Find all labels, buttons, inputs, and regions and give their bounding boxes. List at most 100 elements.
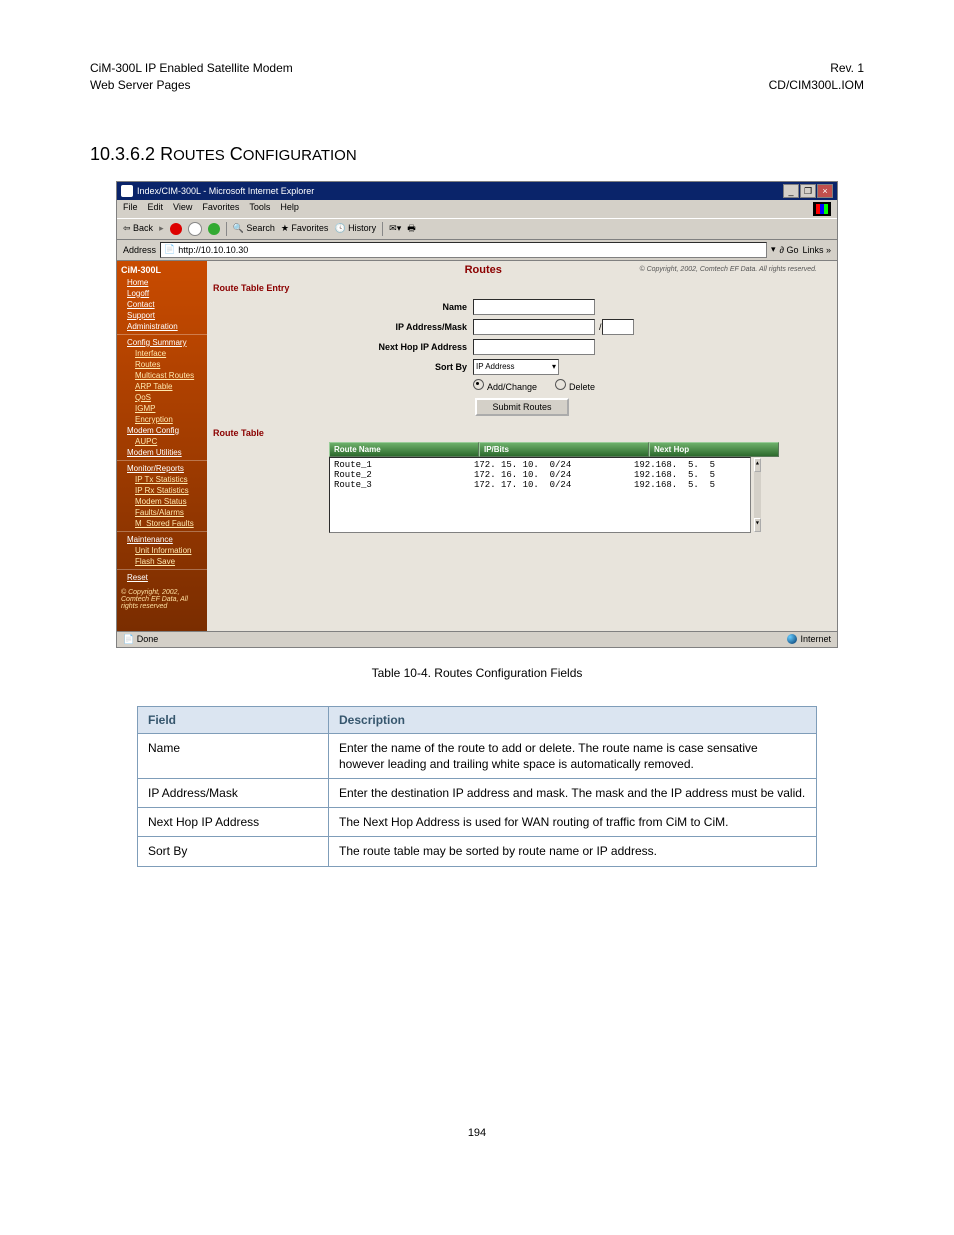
address-value: http://10.10.10.30 (178, 245, 248, 255)
sortby-label: Sort By (207, 362, 473, 372)
sidebar-item-administration[interactable]: Administration (117, 321, 207, 332)
nexthop-input[interactable] (473, 339, 595, 355)
print-button[interactable]: 🖶 (407, 221, 416, 237)
col-ip-bits: IP/Bits (479, 442, 649, 457)
window-title: Index/CIM-300L - Microsoft Internet Expl… (137, 186, 314, 196)
back-button[interactable]: ⇦ Back (123, 223, 153, 234)
sidebar-item-routes[interactable]: Routes (117, 359, 207, 370)
maximize-button[interactable]: ❐ (800, 184, 816, 198)
sidebar-item-config-summary[interactable]: Config Summary (117, 337, 207, 348)
stop-button[interactable] (170, 223, 182, 235)
history-button[interactable]: 🕓 History (334, 223, 376, 234)
header-left-2: Web Server Pages (90, 77, 293, 94)
addchange-radio[interactable]: Add/Change (473, 379, 537, 392)
route-hop-cell: 192.168. 5. 5 (634, 480, 754, 490)
sidebar-item-m-stored-faults[interactable]: M_Stored Faults (117, 518, 207, 529)
field-row: Next Hop IP AddressThe Next Hop Address … (138, 808, 817, 837)
refresh-button[interactable] (188, 222, 202, 236)
sidebar-item-aupc[interactable]: AUPC (117, 436, 207, 447)
header-right-1: Rev. 1 (769, 60, 864, 77)
sidebar-item-ip-tx-statistics[interactable]: IP Tx Statistics (117, 474, 207, 485)
field-desc-cell: Enter the name of the route to add or de… (329, 733, 817, 778)
sidebar-separator (117, 460, 207, 461)
links-label[interactable]: Links » (802, 245, 831, 255)
menubar: File Edit View Favorites Tools Help (117, 200, 837, 218)
status-text: 📄 Done (123, 634, 158, 645)
route-row[interactable]: Route_2172. 16. 10. 0/24192.168. 5. 5 (330, 470, 754, 480)
menu-view[interactable]: View (173, 202, 192, 216)
ipmask-label: IP Address/Mask (207, 322, 473, 332)
sidebar-item-modem-config[interactable]: Modem Config (117, 425, 207, 436)
sortby-select[interactable]: IP Address▾ (473, 359, 559, 375)
main-panel: Routes © Copyright, 2002, Comtech EF Dat… (207, 261, 837, 631)
sidebar-separator (117, 569, 207, 570)
route-table: Route Name IP/Bits Next Hop Route_1172. … (207, 442, 837, 541)
menu-edit[interactable]: Edit (148, 202, 164, 216)
col-next-hop: Next Hop (649, 442, 779, 457)
sidebar-item-faults-alarms[interactable]: Faults/Alarms (117, 507, 207, 518)
field-name-cell: Next Hop IP Address (138, 808, 329, 837)
field-name-cell: IP Address/Mask (138, 778, 329, 807)
route-entry-form: Name IP Address/Mask / Next Hop IP Addre… (207, 297, 837, 416)
sidebar-item-support[interactable]: Support (117, 310, 207, 321)
route-table-heading: Route Table (207, 424, 837, 442)
scroll-down-button[interactable]: ▾ (754, 518, 761, 532)
route-hop-cell: 192.168. 5. 5 (634, 470, 754, 480)
sidebar-separator (117, 334, 207, 335)
sidebar-item-unit-information[interactable]: Unit Information (117, 545, 207, 556)
table-caption: Table 10-4. Routes Configuration Fields (90, 666, 864, 680)
name-input[interactable] (473, 299, 595, 315)
sidebar-item-qos[interactable]: QoS (117, 392, 207, 403)
route-row[interactable]: Route_3172. 17. 10. 0/24192.168. 5. 5 (330, 480, 754, 490)
sidebar-item-modem-status[interactable]: Modem Status (117, 496, 207, 507)
sidebar-copyright: © Copyright, 2002, Comtech EF Data, All … (117, 583, 207, 616)
address-dropdown[interactable]: ▾ (771, 244, 776, 255)
field-table: Field Description NameEnter the name of … (137, 706, 817, 867)
favorites-button[interactable]: ★ Favorites (281, 223, 329, 234)
sidebar-item-interface[interactable]: Interface (117, 348, 207, 359)
section-heading: 10.3.6.2 ROUTES CONFIGURATION (90, 144, 864, 165)
menu-tools[interactable]: Tools (249, 202, 270, 216)
globe-icon (787, 634, 797, 644)
route-table-scrollbar[interactable]: ▴ ▾ (754, 458, 761, 532)
page-title: Routes (465, 264, 502, 276)
sidebar-item-reset[interactable]: Reset (117, 572, 207, 583)
home-button[interactable] (208, 223, 220, 235)
sidebar-item-ip-rx-statistics[interactable]: IP Rx Statistics (117, 485, 207, 496)
mail-button[interactable]: ✉▾ (389, 223, 401, 234)
minimize-button[interactable]: _ (783, 184, 799, 198)
sidebar-item-flash-save[interactable]: Flash Save (117, 556, 207, 567)
route-ip-cell: 172. 16. 10. 0/24 (474, 470, 634, 480)
field-desc-cell: The route table may be sorted by route n… (329, 837, 817, 866)
menu-help[interactable]: Help (280, 202, 299, 216)
menu-favorites[interactable]: Favorites (202, 202, 239, 216)
ip-input[interactable] (473, 319, 595, 335)
page-copyright: © Copyright, 2002, Comtech EF Data. All … (639, 266, 837, 273)
sidebar-item-monitor-reports[interactable]: Monitor/Reports (117, 463, 207, 474)
sidebar-item-logoff[interactable]: Logoff (117, 288, 207, 299)
forward-button[interactable]: ▸ (159, 223, 164, 234)
scroll-up-button[interactable]: ▴ (754, 458, 761, 472)
menu-file[interactable]: File (123, 202, 138, 216)
sidebar-item-arp-table[interactable]: ARP Table (117, 381, 207, 392)
go-button[interactable]: ∂ Go (780, 245, 799, 255)
th-field: Field (138, 706, 329, 733)
close-button[interactable]: × (817, 184, 833, 198)
address-label: Address (123, 245, 156, 255)
delete-radio[interactable]: Delete (555, 379, 595, 392)
address-input[interactable]: 📄 http://10.10.10.30 (160, 242, 767, 258)
sidebar-item-contact[interactable]: Contact (117, 299, 207, 310)
sidebar-item-igmp[interactable]: IGMP (117, 403, 207, 414)
sidebar-item-modem-utilities[interactable]: Modem Utilities (117, 447, 207, 458)
route-row[interactable]: Route_1172. 15. 10. 0/24192.168. 5. 5 (330, 460, 754, 470)
sidebar-item-encryption[interactable]: Encryption (117, 414, 207, 425)
sidebar-item-home[interactable]: Home (117, 277, 207, 288)
sidebar-item-multicast-routes[interactable]: Multicast Routes (117, 370, 207, 381)
th-description: Description (329, 706, 817, 733)
submit-button[interactable]: Submit Routes (475, 398, 569, 416)
sidebar-item-maintenance[interactable]: Maintenance (117, 534, 207, 545)
mask-input[interactable] (602, 319, 634, 335)
search-button[interactable]: 🔍 Search (233, 223, 275, 234)
route-entry-heading: Route Table Entry (207, 279, 837, 297)
route-ip-cell: 172. 15. 10. 0/24 (474, 460, 634, 470)
